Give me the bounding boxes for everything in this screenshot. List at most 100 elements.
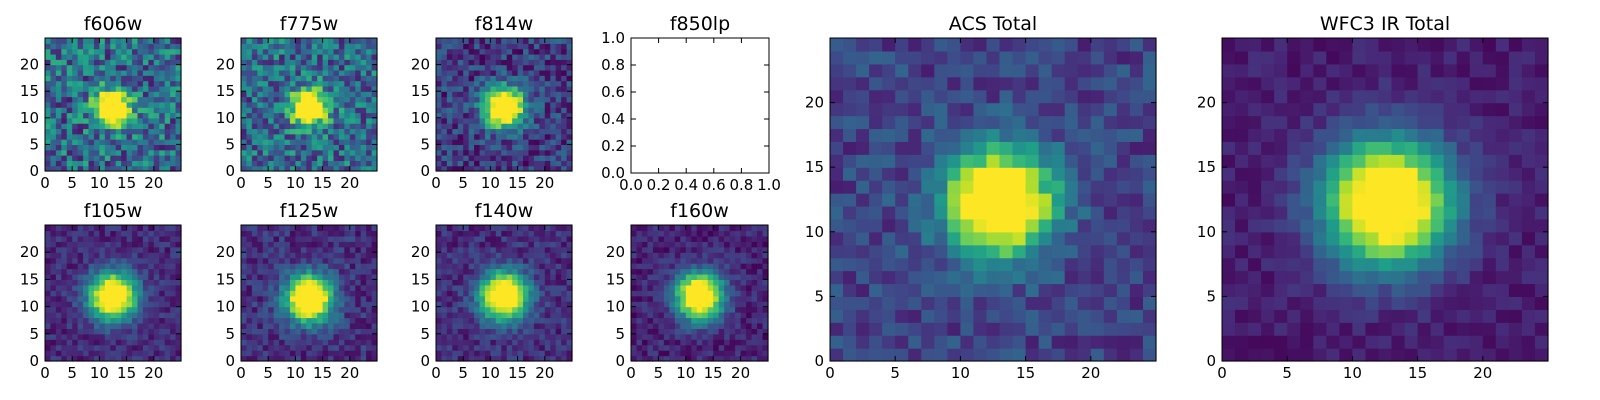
pixel — [295, 225, 302, 232]
pixel — [142, 69, 149, 76]
pixel — [306, 317, 313, 324]
pixel — [539, 328, 546, 335]
pixel — [856, 231, 870, 246]
pixel — [300, 279, 307, 286]
pixel — [175, 301, 182, 308]
pixel — [446, 246, 453, 253]
pixel — [66, 139, 73, 145]
pixel — [544, 69, 551, 76]
pixel — [317, 112, 324, 119]
pixel — [960, 296, 975, 310]
pixel — [636, 322, 643, 329]
pixel — [658, 246, 665, 253]
pixel — [360, 246, 367, 253]
pixel — [506, 273, 513, 280]
pixel — [663, 317, 670, 324]
pixel — [1038, 205, 1053, 220]
pixel — [262, 48, 269, 55]
pixel — [148, 257, 155, 264]
pixel — [762, 339, 769, 346]
pixel — [544, 306, 551, 313]
pixel — [468, 149, 475, 156]
pixel — [289, 350, 296, 357]
pixel — [262, 107, 269, 114]
pixel — [544, 96, 551, 103]
pixel — [446, 333, 453, 340]
pixel — [724, 328, 731, 335]
pixel — [1051, 283, 1066, 297]
pixel — [751, 230, 758, 237]
pixel — [50, 328, 57, 335]
pixel — [468, 344, 475, 351]
pixel — [702, 344, 709, 351]
pixel — [517, 230, 524, 237]
pixel — [137, 85, 144, 92]
pixel — [533, 59, 540, 66]
pixel — [344, 43, 351, 50]
pixel — [751, 355, 758, 362]
pixel — [164, 43, 171, 50]
pixel — [1038, 283, 1053, 297]
pixel — [153, 43, 160, 50]
y-tick-label: 20 — [20, 243, 39, 261]
pixel — [355, 350, 362, 357]
pixel — [680, 273, 687, 280]
pixel — [88, 355, 95, 362]
pixel — [555, 149, 562, 156]
pixel — [83, 64, 90, 71]
pixel — [724, 350, 731, 357]
pixel — [338, 301, 345, 308]
pixel — [284, 284, 291, 291]
axes-frame — [435, 37, 573, 172]
pixel — [566, 306, 573, 313]
pixel — [148, 295, 155, 302]
pixel — [702, 322, 709, 329]
pixel — [371, 117, 378, 124]
pixel — [517, 43, 524, 50]
pixel — [360, 290, 367, 297]
pixel — [495, 230, 502, 237]
pixel — [544, 273, 551, 280]
pixel — [934, 231, 948, 246]
pixel — [115, 284, 122, 291]
pixel — [170, 80, 177, 87]
pixel — [762, 279, 769, 286]
pixel — [50, 225, 57, 232]
pixel — [164, 64, 171, 71]
pixel — [241, 355, 248, 362]
pixel — [921, 296, 935, 310]
pixel — [843, 296, 857, 310]
pixel — [436, 112, 443, 119]
pixel — [170, 43, 177, 50]
pixel — [273, 322, 280, 329]
pixel — [463, 43, 470, 50]
pixel — [268, 312, 275, 319]
pixel — [148, 252, 155, 259]
pixel — [121, 290, 128, 297]
pixel — [170, 112, 177, 119]
pixel — [517, 295, 524, 302]
pixel — [148, 48, 155, 55]
pixel — [284, 273, 291, 280]
y-tick-label: 0 — [225, 352, 235, 370]
pixel — [88, 322, 95, 329]
pixel — [153, 268, 160, 275]
pixel — [680, 312, 687, 319]
pixel — [360, 306, 367, 313]
pixel — [751, 257, 758, 264]
pixel — [647, 333, 654, 340]
pixel — [333, 350, 340, 357]
pixel — [669, 284, 676, 291]
pixel — [843, 205, 857, 220]
pixel — [115, 155, 122, 161]
pixel — [110, 290, 117, 297]
pixel — [636, 235, 643, 242]
pixel — [50, 53, 57, 60]
pixel — [528, 301, 535, 308]
pixel — [452, 69, 459, 76]
pixel — [77, 64, 84, 71]
pixel — [366, 128, 373, 135]
pixel — [66, 290, 73, 297]
pixel — [479, 69, 486, 76]
pixel — [751, 279, 758, 286]
